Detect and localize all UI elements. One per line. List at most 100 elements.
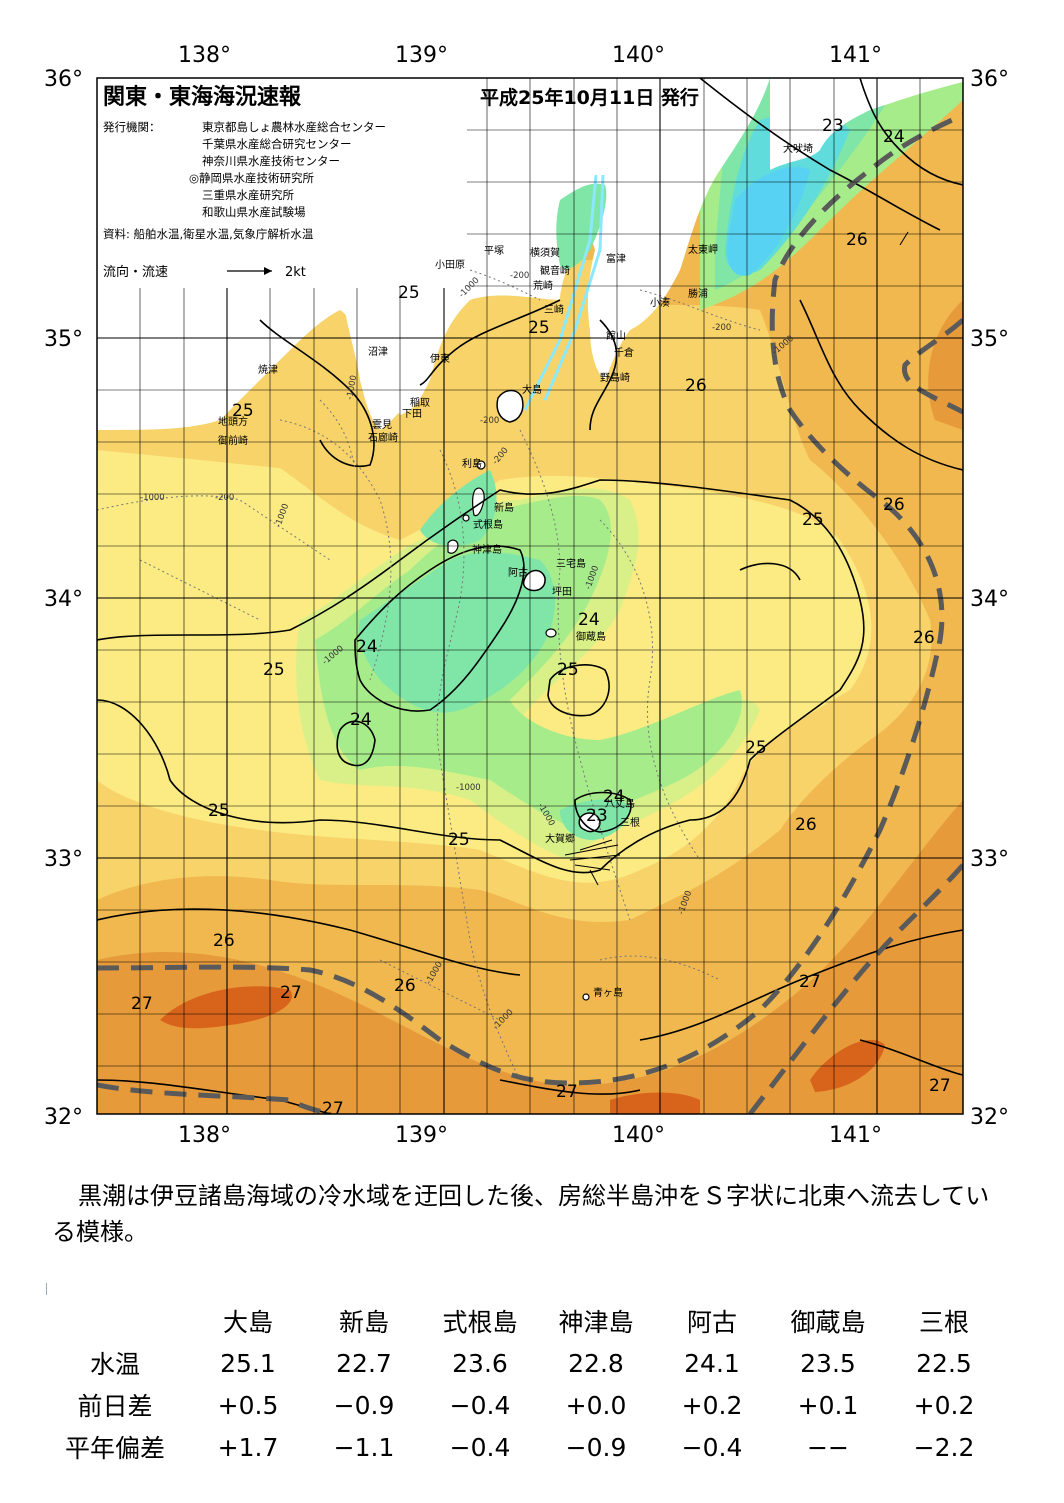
isotherm-label: 25 bbox=[448, 830, 470, 850]
place-label: 新島 bbox=[494, 501, 514, 514]
place-label: 八丈島 bbox=[605, 797, 635, 810]
island-niijima bbox=[472, 487, 485, 517]
longitude-labels-top: 138° 139° 140° 141° bbox=[178, 43, 882, 68]
place-label: 稲取 bbox=[410, 397, 430, 409]
isotherm-label: 26 bbox=[883, 495, 905, 515]
flow-legend-label: 流向・流速 bbox=[103, 264, 168, 280]
data-source: 資料: 船舶水温,衛星水温,気象庁解析水温 bbox=[103, 227, 314, 241]
island-toshima bbox=[476, 460, 486, 470]
map-figure: 138° 139° 140° 141° 138° 139° 140° 141° … bbox=[44, 43, 1009, 1148]
table-cell: 23.5 bbox=[800, 1348, 856, 1378]
isotherm-label: 27 bbox=[322, 1099, 344, 1119]
isotherm-label: 25 bbox=[528, 318, 550, 338]
place-label: 千倉 bbox=[614, 346, 634, 359]
island-miyakejima bbox=[522, 569, 546, 592]
depth-label: -200 bbox=[510, 271, 529, 281]
lon-label: 141° bbox=[829, 1123, 882, 1148]
isotherm-label: 25 bbox=[398, 283, 420, 303]
sea-27-zone bbox=[97, 800, 963, 1114]
isotherm-label: 24 bbox=[883, 127, 905, 147]
lat-label: 32° bbox=[970, 1105, 1009, 1130]
table-cell: +0.1 bbox=[797, 1390, 859, 1420]
island-aogashima bbox=[582, 993, 590, 1001]
lat-label: 34° bbox=[970, 587, 1009, 612]
land-east-coast bbox=[770, 78, 963, 170]
place-label: 太東岬 bbox=[688, 243, 718, 256]
place-label: 阿古 bbox=[508, 566, 528, 579]
place-label: 観音崎 bbox=[540, 264, 570, 277]
place-label: 三根 bbox=[620, 816, 640, 829]
kuroshio-axis bbox=[97, 112, 963, 1114]
table-cell: +0.2 bbox=[681, 1390, 743, 1420]
isotherm-label: 24 bbox=[356, 637, 378, 657]
place-label: 青ヶ島 bbox=[593, 986, 623, 999]
island-temperature-table: 大島 新島 式根島 神津島 阿古 御蔵島 三根 水温 25.1 22.7 23.… bbox=[40, 1300, 1002, 1468]
place-label: 荒崎 bbox=[533, 279, 553, 292]
lon-label: 140° bbox=[612, 43, 665, 68]
place-label: 焼津 bbox=[258, 364, 278, 376]
issuer-name: ◎静岡県水産技術研究所 bbox=[189, 171, 315, 185]
isotherm-label: 25 bbox=[263, 660, 285, 680]
flow-legend-unit: 2kt bbox=[285, 265, 306, 280]
table-cell: +0.0 bbox=[565, 1390, 627, 1420]
isotherm-label: 25 bbox=[802, 510, 824, 530]
warm-core bbox=[160, 986, 292, 1029]
isotherm-label: 26 bbox=[846, 230, 868, 250]
depth-label: -1000 bbox=[140, 493, 165, 503]
flow-legend-arrow-icon bbox=[227, 267, 272, 275]
land-izu bbox=[345, 304, 420, 430]
isotherm-label: 25 bbox=[557, 660, 579, 680]
sea-temperature-map: 138° 139° 140° 141° 138° 139° 140° 141° … bbox=[44, 43, 1009, 1148]
issue-date: 平成25年10月11日 発行 bbox=[480, 86, 699, 109]
lon-label: 141° bbox=[829, 43, 882, 68]
divider-mark bbox=[46, 1283, 47, 1295]
place-label: 平塚 bbox=[484, 245, 504, 257]
table-cell: +0.5 bbox=[217, 1390, 279, 1420]
lat-label: 35° bbox=[44, 327, 83, 352]
isotherm-label: 25 bbox=[745, 738, 767, 758]
isotherm-label: 27 bbox=[131, 994, 153, 1014]
sea-21-zone bbox=[727, 166, 810, 276]
table-column-header: 神津島 bbox=[558, 1308, 634, 1337]
table-cell: −2.2 bbox=[913, 1432, 975, 1462]
table-column-header: 阿古 bbox=[686, 1308, 737, 1337]
place-label: 下田 bbox=[402, 409, 422, 420]
title-panel bbox=[97, 78, 467, 288]
isotherm-label: 27 bbox=[556, 1082, 578, 1102]
table-cell: 23.6 bbox=[452, 1348, 508, 1378]
table-column-header: 新島 bbox=[338, 1308, 389, 1337]
table-cell: −1.1 bbox=[333, 1432, 395, 1462]
place-label: 富津 bbox=[606, 252, 626, 265]
issuer-label: 発行機関： bbox=[103, 120, 161, 134]
table-column-header: 大島 bbox=[222, 1308, 273, 1337]
isotherm-label: 23 bbox=[586, 806, 608, 826]
table-cell: 22.7 bbox=[336, 1348, 392, 1378]
place-label: 大島 bbox=[522, 383, 542, 396]
place-label: 利島 bbox=[462, 457, 482, 470]
table-row: 前日差 +0.5 −0.9 −0.4 +0.0 +0.2 +0.1 +0.2 bbox=[40, 1384, 1002, 1426]
latitude-labels-left: 36° 35° 34° 33° 32° bbox=[44, 67, 83, 1130]
place-label: 野島崎 bbox=[600, 371, 630, 384]
place-label: 神津島 bbox=[472, 543, 502, 556]
table-cell: 25.1 bbox=[220, 1348, 276, 1378]
isotherm-label: 27 bbox=[799, 972, 821, 992]
issuer-name: 和歌山県水産試験場 bbox=[202, 205, 306, 219]
place-label: 御蔵島 bbox=[576, 630, 606, 643]
lon-label: 140° bbox=[612, 1123, 665, 1148]
sea-23-zone bbox=[358, 552, 555, 713]
isotherm-labels: 23 24 26 25 25 26 25 25 26 25 24 24 25 2… bbox=[131, 116, 951, 1119]
lat-label: 34° bbox=[44, 587, 83, 612]
lat-label: 33° bbox=[44, 847, 83, 872]
lat-label: 33° bbox=[970, 847, 1009, 872]
table-cell: 22.8 bbox=[568, 1348, 624, 1378]
lon-label: 138° bbox=[178, 1123, 231, 1148]
place-label: 三宅島 bbox=[556, 557, 586, 570]
land-boso bbox=[596, 173, 665, 340]
isotherm-label: 27 bbox=[280, 983, 302, 1003]
issuer-name: 東京都島しょ農林水産総合センター bbox=[202, 120, 386, 134]
depth-label: -200 bbox=[480, 416, 499, 426]
table-cell: +1.7 bbox=[217, 1432, 279, 1462]
place-label: 犬吠埼 bbox=[783, 142, 813, 155]
table-cell: −− bbox=[807, 1432, 849, 1462]
place-label: 館山 bbox=[606, 329, 626, 342]
